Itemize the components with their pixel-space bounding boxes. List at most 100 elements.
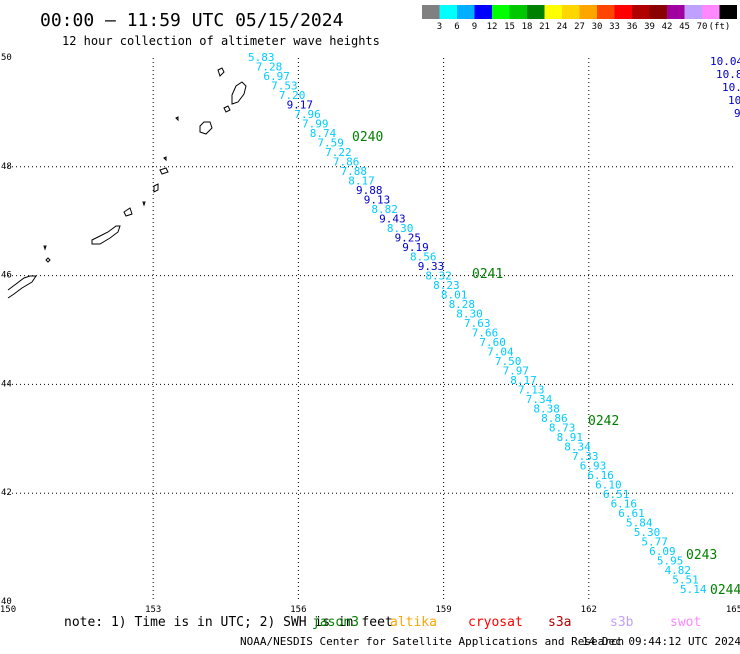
lon-tick-label: 159 — [435, 605, 451, 615]
swh-value: 9.17 — [287, 99, 314, 112]
swh-value: 6.16 — [587, 469, 614, 482]
lat-tick-label: 44 — [1, 379, 12, 389]
lat-tick-label: 42 — [1, 488, 12, 498]
island-5 — [153, 183, 159, 193]
scale-swatch — [422, 5, 440, 19]
scale-swatch — [527, 5, 545, 19]
scale-swatch — [457, 5, 475, 19]
scale-swatch — [474, 5, 492, 19]
swh-value: 8.17 — [348, 175, 375, 188]
swh-value: 8.01 — [441, 289, 468, 302]
swh-value: 8.34 — [564, 441, 591, 454]
satellite-s3a: s3a — [548, 615, 571, 630]
swh-value: 7.33 — [572, 450, 599, 463]
swh-value: 6.93 — [580, 460, 607, 473]
island-iturup — [91, 225, 121, 245]
island-paramushir — [231, 81, 247, 105]
scale-label: 18 — [522, 22, 533, 32]
swh-value: 10.3 — [722, 81, 740, 94]
lon-tick-label: 156 — [290, 605, 306, 615]
scale-swatch — [667, 5, 685, 19]
swh-value: 8.32 — [425, 270, 452, 283]
swh-value: 9.43 — [379, 213, 406, 226]
scale-swatch — [702, 5, 720, 19]
island-6 — [142, 201, 146, 207]
scale-label: 24 — [557, 22, 568, 32]
scale-swatch — [614, 5, 632, 19]
swh-value: 7.04 — [487, 346, 514, 359]
pass-time-label: 0244 — [710, 583, 740, 598]
pass-time-label: 0240 — [352, 130, 383, 145]
swh-value: 7.66 — [472, 327, 499, 340]
swh-value: 7.60 — [479, 336, 506, 349]
swh-value: 7.86 — [333, 156, 360, 169]
lat-tick-label: 50 — [1, 53, 12, 63]
map-background — [8, 58, 734, 602]
swh-value: 7.13 — [518, 384, 545, 397]
swh-value: 7.22 — [325, 146, 352, 159]
footer-note: note: 1) Time is in UTC; 2) SWH is in fe… — [64, 615, 393, 630]
scale-label: 15 — [504, 22, 515, 32]
scale-swatch — [649, 5, 667, 19]
lon-tick-label: 162 — [581, 605, 597, 615]
swh-value: 5.84 — [626, 517, 653, 530]
swh-value: 7.50 — [495, 355, 522, 368]
lon-tick-label: 150 — [0, 605, 16, 615]
swh-value: 8.28 — [449, 298, 476, 311]
swh-value: 6.61 — [618, 507, 645, 520]
scale-label: 30 — [592, 22, 603, 32]
swh-value: 5.83 — [248, 51, 275, 64]
swh-value: 6.16 — [611, 498, 638, 511]
island-onekotan — [199, 121, 213, 135]
page-title: 00:00 – 11:59 UTC 05/15/2024 — [40, 10, 343, 31]
scale-label: 42 — [662, 22, 673, 32]
scale-label: 27 — [574, 22, 585, 32]
scale-label: 9 — [472, 22, 477, 32]
scale-swatch — [719, 5, 737, 19]
scale-label: (ft) — [709, 22, 731, 32]
lon-tick-label: 153 — [145, 605, 161, 615]
swh-value: 10.04 — [710, 55, 740, 68]
swh-value: 9.19 — [402, 241, 429, 254]
swh-value: 5.77 — [641, 536, 668, 549]
swh-value: 10 — [728, 94, 740, 107]
footer-credit: NOAA/NESDIS Center for Satellite Applica… — [240, 635, 624, 648]
footer-timestamp: 14 Dec 09:44:12 UTC 2024 — [582, 635, 740, 648]
swh-value: 7.34 — [526, 393, 553, 406]
island-simushir — [159, 167, 169, 175]
swh-value: 9.33 — [418, 260, 445, 273]
swh-value: 8.74 — [310, 127, 337, 140]
wave-height-color-scale: 3 6 9 12 15 18 21 24 27 30 33 36 39 42 45 70 (ft) — [422, 5, 737, 32]
axis-tick-labels: 150 153 156 159 162 165 40 42 44 46 48 50 — [0, 53, 740, 615]
lat-lon-grid — [8, 58, 734, 602]
swh-value: 9 — [734, 107, 740, 120]
swh-value: 7.59 — [317, 137, 344, 150]
swh-value: 8.73 — [549, 422, 576, 435]
island-8 — [45, 257, 51, 263]
swh-value: 8.23 — [433, 279, 460, 292]
lat-tick-label: 48 — [1, 162, 12, 172]
swh-value: 7.53 — [271, 80, 298, 93]
satellite-cryosat: cryosat — [468, 615, 523, 630]
swh-value: 6.09 — [649, 545, 676, 558]
swh-value: 7.28 — [256, 61, 283, 74]
page-subtitle: 12 hour collection of altimeter wave hei… — [62, 34, 380, 48]
swh-value: 6.97 — [263, 70, 290, 83]
swh-value: 8.38 — [533, 403, 560, 416]
swh-value: 8.86 — [541, 412, 568, 425]
satellite-legend: jason3 altika cryosat s3a s3b swot — [312, 615, 701, 630]
scale-swatch — [509, 5, 527, 19]
swh-value: 7.20 — [279, 89, 306, 102]
scale-label: 39 — [644, 22, 655, 32]
scale-swatch — [597, 5, 615, 19]
swh-value: 8.82 — [371, 203, 398, 216]
island-7 — [43, 245, 47, 251]
swh-value: 8.30 — [456, 308, 483, 321]
swh-value: 9.13 — [364, 194, 391, 207]
swh-value: 5.95 — [657, 555, 684, 568]
coastline-kuril-islands — [7, 67, 247, 299]
swh-value: 8.17 — [510, 374, 537, 387]
scale-swatch — [544, 5, 562, 19]
scale-label: 45 — [679, 22, 690, 32]
